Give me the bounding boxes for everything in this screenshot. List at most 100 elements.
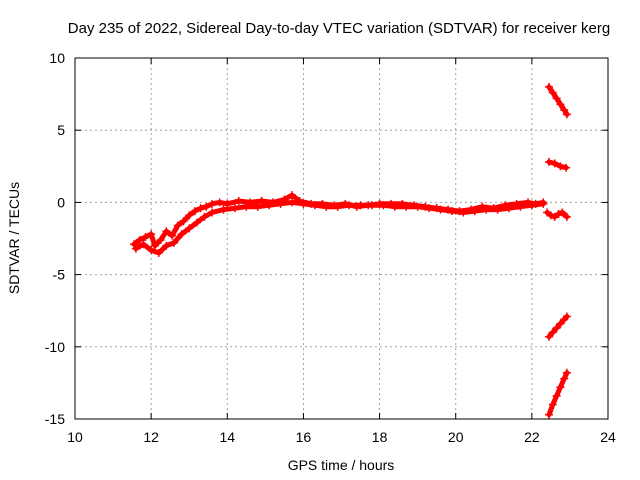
x-tick-label: 20 [448, 429, 464, 445]
data-point [215, 198, 224, 207]
data-point [169, 238, 178, 247]
x-tick-label: 22 [524, 429, 540, 445]
data-point [544, 82, 553, 91]
data-point [156, 235, 165, 244]
x-tick-label: 24 [600, 429, 616, 445]
data-point [367, 201, 376, 210]
data-point [202, 202, 211, 211]
data-point [200, 212, 209, 221]
data-point [436, 205, 445, 214]
data-point [493, 205, 502, 214]
data-point [556, 100, 565, 109]
series-segment-b [544, 157, 571, 172]
data-point [552, 94, 561, 103]
data-point [219, 205, 228, 214]
data-point [253, 202, 262, 211]
data-point [179, 217, 188, 226]
data-point [562, 368, 571, 377]
data-point [379, 201, 388, 210]
data-point [560, 374, 569, 383]
data-point [162, 241, 171, 250]
data-point [560, 105, 569, 114]
data-point [192, 218, 201, 227]
data-point [562, 212, 571, 221]
series-segment-a [544, 82, 571, 119]
y-tick-label: 5 [57, 122, 65, 138]
y-tick-label: -15 [45, 411, 65, 427]
y-tick-label: 0 [57, 194, 65, 210]
data-point [562, 163, 571, 172]
chart-title: Day 235 of 2022, Sidereal Day-to-day VTE… [68, 20, 610, 37]
data-point [130, 240, 139, 249]
data-point [196, 204, 205, 213]
data-point [539, 199, 548, 208]
data-point [548, 328, 557, 337]
axis-ticks: 10 12 14 16 18 20 22 24 -15 -10 -5 0 5 10 [45, 50, 616, 445]
x-tick-label: 10 [67, 429, 83, 445]
data-point [345, 201, 354, 210]
data-point [544, 410, 553, 419]
data-point [413, 202, 422, 211]
data-point [208, 199, 217, 208]
data-point [208, 208, 217, 217]
data-point [322, 202, 331, 211]
data-point [548, 400, 557, 409]
data-point [516, 202, 525, 211]
series-segment-c [543, 208, 571, 221]
data-point [482, 205, 491, 214]
data-point [505, 204, 514, 213]
data-point [562, 312, 571, 321]
data-point [139, 240, 148, 249]
series-segment-d [544, 312, 571, 341]
data-point [333, 202, 342, 211]
data-point [135, 235, 144, 244]
x-tick-label: 16 [296, 429, 312, 445]
data-point [562, 110, 571, 119]
data-point [556, 319, 565, 328]
data-point [558, 208, 567, 217]
plot-frame [74, 57, 609, 420]
data-point [147, 246, 156, 255]
series-main-lower [131, 198, 548, 257]
y-tick-label: -5 [53, 267, 66, 283]
data-point [390, 202, 399, 211]
data-point [402, 202, 411, 211]
data-point [257, 196, 266, 205]
data-point [459, 208, 468, 217]
y-axis-label: SDTVAR / TECUs [6, 182, 22, 294]
data-point [265, 201, 274, 210]
data-point [425, 204, 434, 213]
data-point [154, 248, 163, 257]
series-segment-e [544, 368, 571, 419]
data-point [544, 157, 553, 166]
data-point [546, 211, 555, 220]
data-point [554, 209, 563, 218]
data-point [230, 204, 239, 213]
series-main [130, 191, 548, 250]
series-line [133, 199, 546, 256]
data-point [288, 191, 297, 200]
y-tick-label: 10 [49, 50, 65, 66]
data-point [288, 198, 297, 207]
data-point [168, 231, 177, 240]
data-point [147, 230, 156, 239]
data-point [356, 201, 365, 210]
data-point [544, 332, 553, 341]
data-point [550, 159, 559, 168]
x-axis-label: GPS time / hours [288, 457, 395, 473]
data-point [177, 230, 186, 239]
data-layer [130, 82, 571, 419]
data-point [548, 88, 557, 97]
data-point [556, 383, 565, 392]
x-tick-label: 12 [143, 429, 159, 445]
data-point [552, 391, 561, 400]
x-tick-label: 14 [219, 429, 235, 445]
data-point [131, 244, 140, 253]
data-point [552, 324, 561, 333]
x-tick-label: 18 [372, 429, 388, 445]
data-point [527, 201, 536, 210]
data-point [556, 162, 565, 171]
data-point [223, 199, 232, 208]
data-point [299, 199, 308, 208]
